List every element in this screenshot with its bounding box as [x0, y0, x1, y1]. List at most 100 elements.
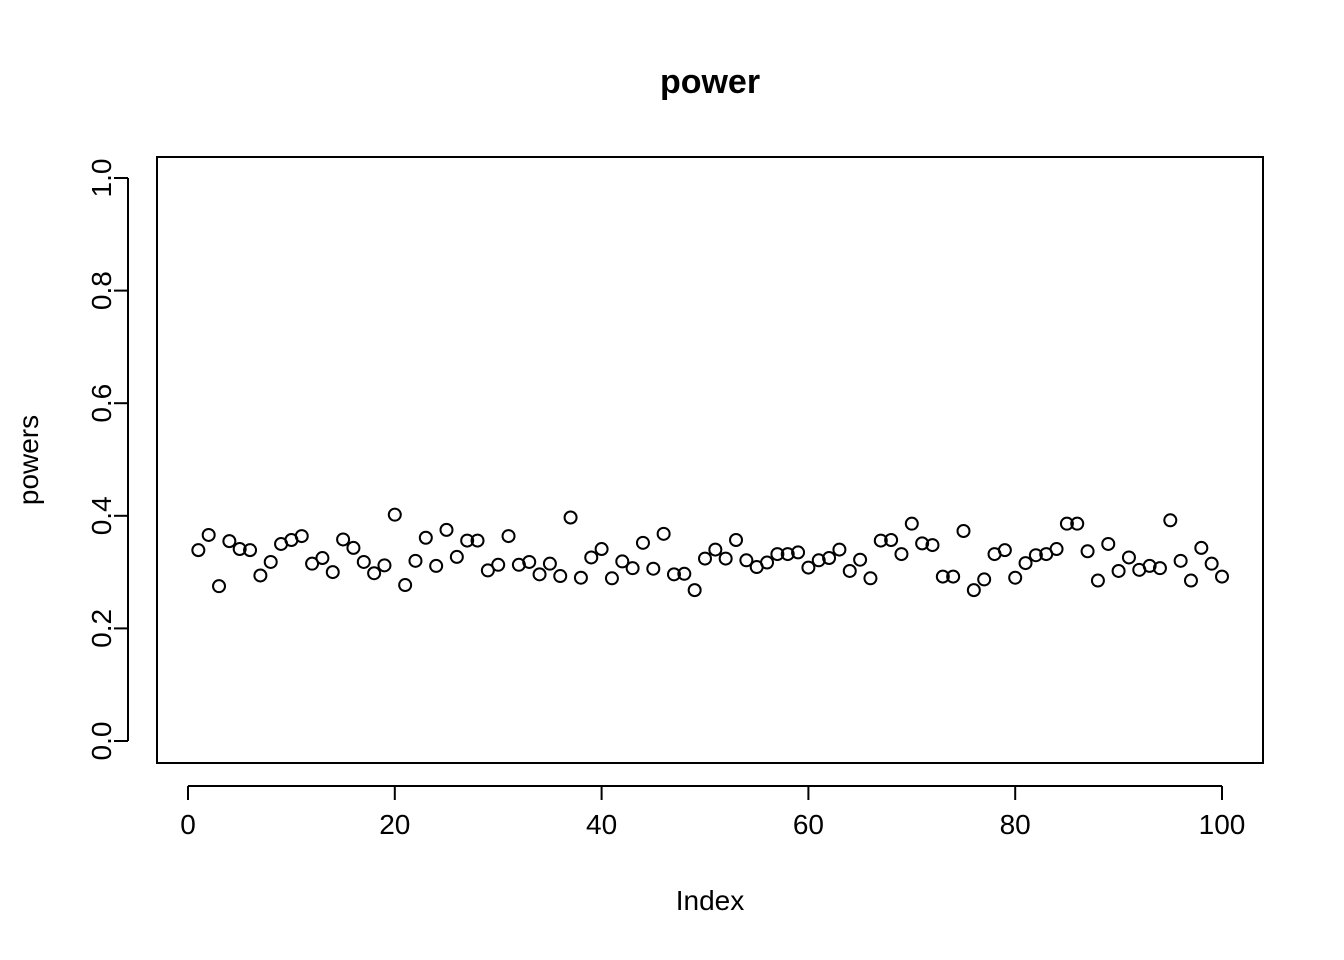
data-point: [594, 542, 609, 557]
x-tick-label: 100: [1199, 809, 1246, 840]
data-point: [718, 551, 733, 566]
data-point: [563, 510, 578, 525]
data-point: [480, 563, 495, 578]
data-point: [635, 535, 650, 550]
data-point: [801, 560, 816, 575]
data-point: [677, 566, 692, 581]
data-point: [1090, 573, 1105, 588]
data-point: [853, 552, 868, 567]
data-point: [977, 572, 992, 587]
data-point: [387, 507, 402, 522]
x-tick-label: 0: [180, 809, 196, 840]
data-point: [842, 563, 857, 578]
data-point: [1018, 556, 1033, 571]
data-points: [191, 507, 1229, 598]
y-axis: 0.0 0.2 0.4 0.6 0.8 1.0: [86, 159, 129, 761]
data-point: [191, 543, 206, 558]
data-point: [708, 542, 723, 557]
data-point: [1194, 540, 1209, 555]
data-point: [305, 556, 320, 571]
x-tick-label: 20: [379, 809, 410, 840]
data-point: [1080, 544, 1095, 559]
x-tick-label: 40: [586, 809, 617, 840]
data-point: [346, 540, 361, 555]
data-point: [356, 554, 371, 569]
y-tick-label: 0.2: [86, 609, 117, 648]
data-point: [470, 533, 485, 548]
data-point: [687, 583, 702, 598]
data-point: [884, 533, 899, 548]
data-point: [832, 542, 847, 557]
data-point: [1059, 516, 1074, 531]
data-point: [894, 547, 909, 562]
data-point: [253, 568, 268, 583]
data-point: [449, 549, 464, 564]
data-point: [1173, 553, 1188, 568]
x-tick-label: 80: [1000, 809, 1031, 840]
plot-frame: [156, 156, 1264, 764]
data-point: [739, 553, 754, 568]
data-point: [729, 533, 744, 548]
data-point: [791, 545, 806, 560]
data-point: [966, 583, 981, 598]
y-tick-label: 0.4: [86, 496, 117, 535]
data-point: [418, 530, 433, 545]
data-point: [325, 565, 340, 580]
data-point: [315, 551, 330, 566]
data-point: [935, 569, 950, 584]
y-tick-label: 0.8: [86, 271, 117, 310]
data-point: [1215, 569, 1229, 584]
data-point: [863, 571, 878, 586]
data-point: [904, 516, 919, 531]
data-point: [915, 536, 930, 551]
data-point: [1028, 548, 1043, 563]
data-point: [1204, 556, 1219, 571]
data-point: [1142, 558, 1157, 573]
data-point: [1163, 513, 1178, 528]
data-point: [646, 561, 661, 576]
data-point: [666, 567, 681, 582]
data-point: [201, 527, 216, 542]
data-point: [573, 570, 588, 585]
data-point: [780, 547, 795, 562]
data-point: [243, 543, 258, 558]
data-point: [460, 533, 475, 548]
data-point: [625, 561, 640, 576]
data-point: [760, 555, 775, 570]
data-point: [873, 533, 888, 548]
data-point: [367, 566, 382, 581]
data-point: [553, 569, 568, 584]
data-point: [222, 534, 237, 549]
data-point: [212, 579, 227, 594]
data-point: [429, 558, 444, 573]
data-point: [439, 522, 454, 537]
data-point: [263, 554, 278, 569]
data-point: [1049, 542, 1064, 557]
data-point: [501, 529, 516, 544]
data-point: [698, 551, 712, 566]
data-point: [336, 532, 351, 547]
data-point: [584, 550, 599, 565]
data-point: [377, 558, 392, 573]
y-tick-label: 1.0: [86, 159, 117, 198]
data-point: [1111, 563, 1126, 578]
data-point: [542, 556, 557, 571]
x-axis-label: Index: [676, 885, 745, 916]
data-point: [232, 542, 247, 557]
data-point: [522, 554, 537, 569]
data-point: [925, 538, 940, 553]
data-point: [532, 567, 547, 582]
data-point: [656, 526, 671, 541]
data-point: [1008, 570, 1023, 585]
data-point: [491, 557, 506, 572]
data-point: [822, 551, 837, 566]
data-point: [997, 543, 1012, 558]
data-point: [1183, 573, 1198, 588]
data-point: [294, 529, 309, 544]
y-tick-label: 0.0: [86, 722, 117, 761]
data-point: [1121, 550, 1136, 565]
data-point: [1101, 536, 1116, 551]
x-axis: 0 20 40 60 80 100: [180, 785, 1246, 840]
chart-title: power: [660, 63, 760, 101]
x-tick-label: 60: [793, 809, 824, 840]
